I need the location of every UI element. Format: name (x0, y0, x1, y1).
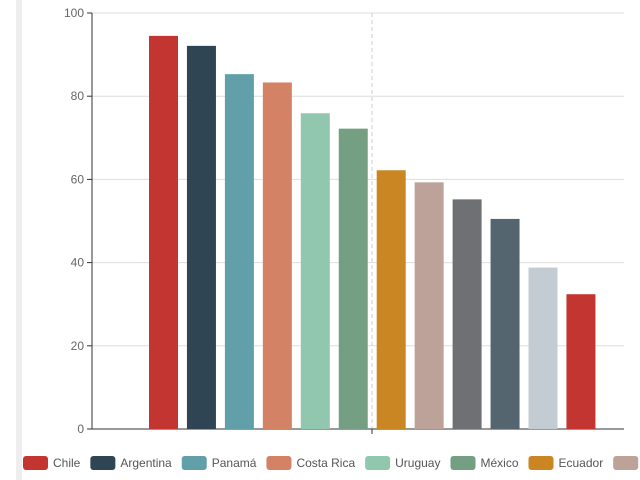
legend-swatch (613, 456, 639, 470)
y-tick-label: 100 (64, 6, 84, 20)
y-tick-label: 0 (77, 422, 84, 436)
bar-uruguay[interactable] (300, 113, 330, 430)
legend[interactable]: Chile Argentina Panamá Costa Rica Uruguay Méx… (23, 456, 639, 470)
bar-m-xico[interactable] (338, 128, 368, 429)
legend-swatch (266, 456, 292, 470)
bar-per-[interactable] (414, 182, 444, 429)
y-tick-label: 40 (71, 256, 85, 270)
legend-item[interactable]: Uruguay (365, 456, 440, 470)
legend-label: Argentina (120, 456, 172, 470)
bar-argentina[interactable] (186, 45, 216, 429)
legend-label: Chile (53, 456, 81, 470)
legend-item[interactable]: Costa Rica (266, 456, 355, 470)
bar-paraguay[interactable] (528, 267, 558, 429)
bar-panam-[interactable] (224, 74, 254, 429)
bar-bolivia[interactable] (566, 294, 596, 429)
legend-item[interactable] (613, 456, 639, 470)
left-edge-strip (16, 0, 22, 480)
legend-swatch (450, 456, 476, 470)
legend-item[interactable]: México (450, 456, 519, 470)
legend-item[interactable]: Ecuador (528, 456, 604, 470)
legend-label: Costa Rica (296, 456, 355, 470)
bar-chile[interactable] (149, 35, 178, 429)
legend-label: Panamá (212, 456, 257, 470)
legend-label: Ecuador (559, 456, 604, 470)
y-tick-label: 20 (71, 339, 85, 353)
y-tick-label: 60 (71, 172, 85, 186)
legend-label: Uruguay (395, 456, 440, 470)
legend-label: México (480, 456, 518, 470)
y-tick-label: 80 (71, 89, 85, 103)
legend-item[interactable]: Chile (23, 456, 81, 470)
bars-layer (149, 35, 596, 430)
bar-brasil[interactable] (452, 199, 482, 429)
legend-item[interactable]: Panamá (181, 456, 257, 470)
legend-swatch (23, 456, 48, 470)
legend-item[interactable]: Argentina (90, 456, 172, 470)
legend-swatch (181, 456, 207, 470)
legend-swatch (528, 456, 554, 470)
bar-colombia[interactable] (490, 218, 520, 429)
bar-ecuador[interactable] (376, 170, 406, 430)
legend-swatch (90, 456, 116, 470)
bar-costa-rica[interactable] (262, 82, 292, 430)
legend-swatch (365, 456, 391, 470)
